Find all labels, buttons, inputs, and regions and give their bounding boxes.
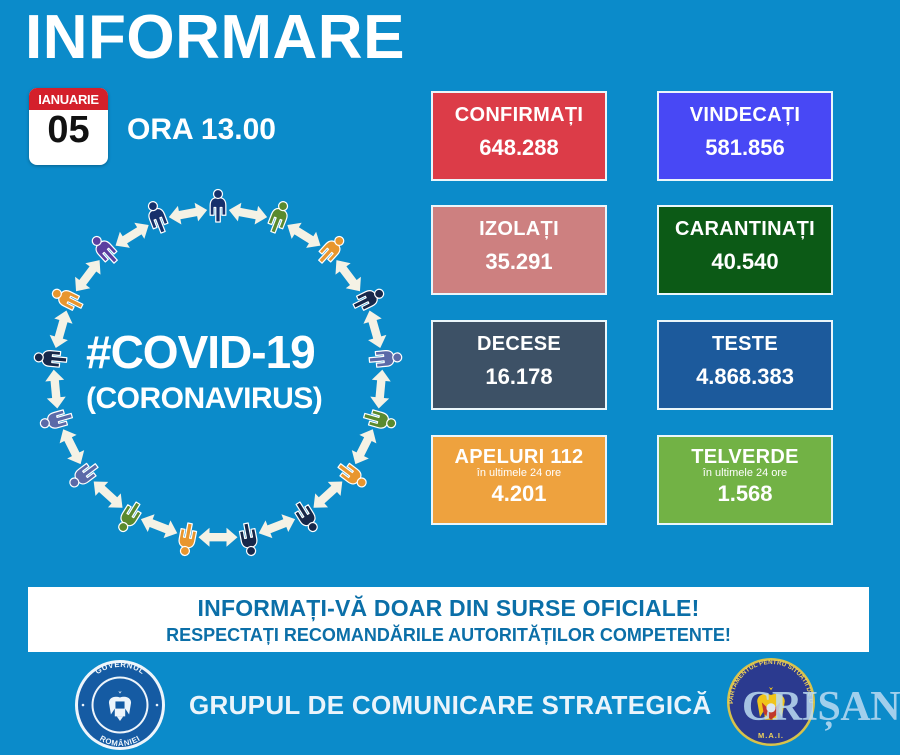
svg-text:M.A.I.: M.A.I. — [758, 731, 784, 740]
